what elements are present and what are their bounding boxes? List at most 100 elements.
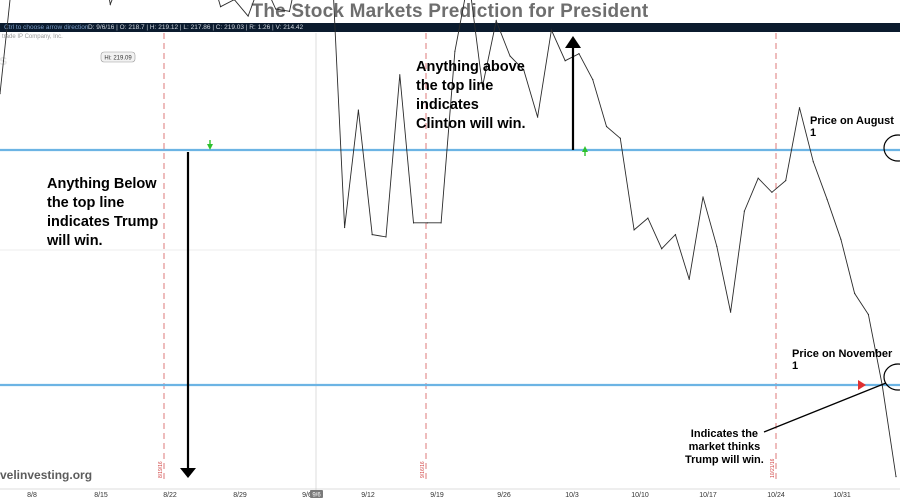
annotation-below-line: Anything Below the top line indicates Tr… [47,175,158,251]
price-point [219,6,222,8]
price-point [702,196,704,198]
price-point [344,226,346,229]
price-point [854,292,856,294]
annotation-market-thinks-3: Trump will win. [685,454,764,466]
annotation-above-line-1: Anything above [416,59,525,75]
price-point [495,20,497,22]
annotation-market-thinks-2: market thinks [688,441,761,453]
price-point [743,210,745,212]
price-point [564,60,566,62]
price-point [523,69,525,71]
price-point [109,3,111,5]
x-tick-label: 10/17 [699,492,717,499]
price-point [481,85,484,88]
x-tick-label: 8/15 [94,492,108,499]
site-brand: velinvesting.org [0,468,93,482]
price-point [385,236,387,238]
x-tick-label: 8/22 [163,492,177,499]
price-point [412,222,415,224]
chart-title: The Stock Markets Prediction for Preside… [251,1,649,22]
price-point [757,177,759,179]
price-point [399,74,401,76]
up-arrow-head [565,36,581,48]
annotation-above-line-2: the top line [416,78,494,94]
price-point [592,78,594,81]
arrow-direction-hint[interactable]: Ctrl to choose arrow direction [4,24,89,31]
price-point [647,217,649,219]
x-tick-label: 9/19 [430,492,444,499]
red-marker-icon [858,380,866,390]
price-point [288,10,291,12]
price-series-line [0,0,897,477]
price-point [247,15,249,17]
event-line-label: 10/21/16 [770,458,776,478]
annotation-below-line-2: the top line [47,195,125,211]
price-point [785,179,787,182]
price-point [633,229,635,231]
price-point [661,248,663,250]
annotation-market-thinks-1: Indicates the [690,428,759,440]
x-tick-label: 10/3 [565,492,579,499]
price-august-label: Price on August 1 [810,115,894,139]
annotation-above-line-4: Clinton will win. [416,116,526,132]
annotation-above-line-3: indicates [416,97,479,113]
price-point [840,238,842,240]
price-point [619,137,621,139]
price-point [716,245,718,247]
price-point [605,125,608,128]
hi-badge [100,51,136,63]
price-point [578,53,580,55]
price-point [371,234,373,236]
annotation-below-line-1: Anything Below [47,176,157,192]
price-point [826,198,828,200]
price-point [895,476,897,478]
x-tick-label: 9/12 [361,492,375,499]
ohlc-quote-readout: D: 9/6/16 | O: 218.7 | H: 219.12 | L: 21… [88,24,304,31]
annotation-pointer-line [763,382,887,433]
price-point [550,29,552,31]
annotation-above-line: Anything above the top line indicates Cl… [416,58,526,134]
price-point [275,8,277,10]
x-tick-label: 10/10 [631,492,649,499]
cursor-date-text: 9/6 [312,493,321,499]
price-point [674,234,677,236]
price-point [771,191,773,193]
x-tick-label: 10/24 [767,492,785,499]
hi-badge-text: Hi: 219.09 [104,56,132,62]
reference-lines [0,148,900,387]
price-point [537,116,539,118]
event-line-label: 9/16/16 [420,461,426,478]
green-up-arrow-icon [582,146,588,152]
price-point [867,313,870,316]
annotation-market-thinks: Indicates the market thinks Trump will w… [685,428,764,467]
cursor-date-badge [310,490,323,498]
chart-markers: Hi: 219.09 [0,0,900,478]
price-point [454,50,456,52]
price-point [688,278,690,280]
price-point [426,222,428,224]
down-arrow-head [180,468,196,478]
x-tick-label: 9/26 [497,492,511,499]
event-lines: 8/19/16 9/16/16 10/21/16 [158,33,777,490]
annotation-below-line-3: indicates Trump [47,214,159,230]
price-point [798,107,801,109]
price-point [812,161,814,163]
event-line-label: 8/19/16 [158,461,164,478]
title-bar: The Stock Markets Prediction for Preside… [0,0,900,22]
x-tick-label: 9/6 [302,492,312,499]
price-november-label: Price on November 1 [792,348,893,372]
quote-info-bar: Ctrl to choose arrow direction D: 9/6/16… [0,23,900,32]
x-axis: 8/8 8/15 8/22 8/29 9/6 9/12 9/19 9/26 10/3 10/10 1… [0,488,900,499]
x-tick-label: 8/8 [27,492,37,499]
green-down-arrow-icon [207,144,213,150]
price-point [357,109,359,111]
annotation-below-line-4: will win. [47,233,103,249]
price-point [729,311,732,313]
price-point [440,222,442,224]
august-price-circle [883,134,900,162]
x-tick-label: 10/31 [833,492,851,499]
data-credit: trade IP Company, Inc. [2,34,63,40]
november-price-circle [883,363,900,391]
price-point [509,55,511,57]
